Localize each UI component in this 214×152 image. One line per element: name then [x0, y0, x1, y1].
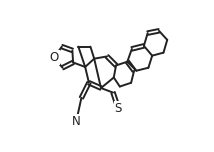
Text: S: S: [115, 102, 122, 115]
Text: O: O: [49, 51, 59, 64]
Text: N: N: [72, 115, 80, 128]
